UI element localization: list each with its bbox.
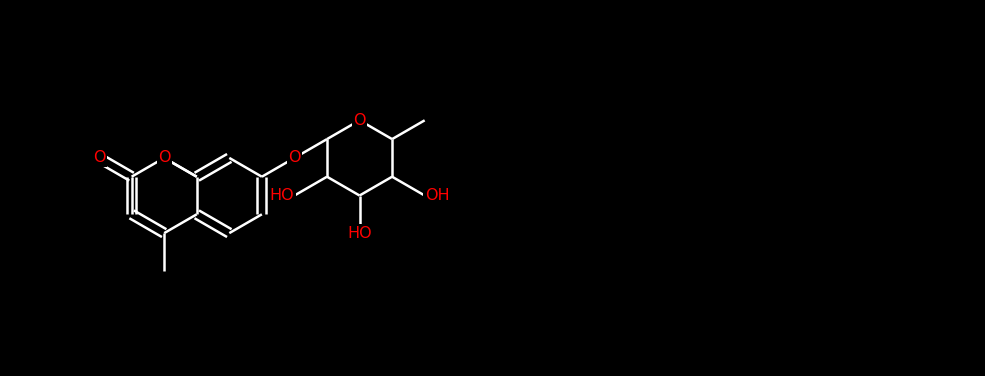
Text: O: O	[158, 150, 170, 165]
Text: HO: HO	[348, 226, 372, 241]
Text: HO: HO	[270, 188, 295, 203]
Text: O: O	[93, 150, 105, 165]
Text: OH: OH	[425, 188, 449, 203]
Text: O: O	[354, 113, 365, 128]
Text: O: O	[289, 150, 300, 165]
